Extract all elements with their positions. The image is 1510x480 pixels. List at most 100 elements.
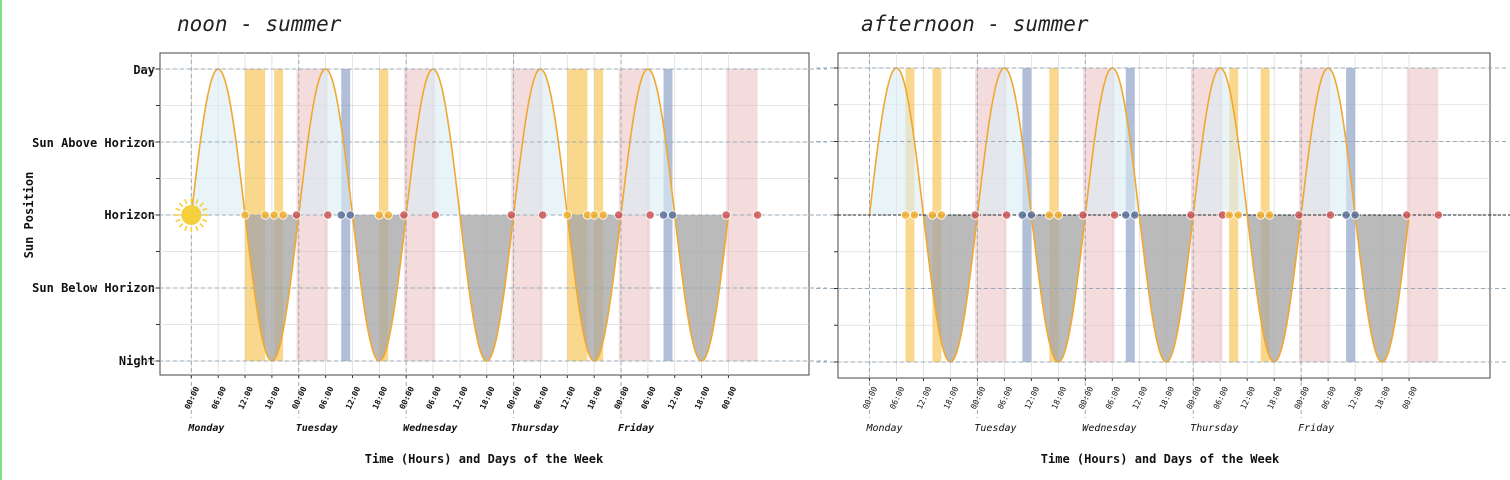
chart-2-x-tick-label: 12:00	[915, 385, 933, 411]
chart-2-event-marker-yellow	[909, 210, 920, 220]
chart-2-event-marker-yellow	[1044, 210, 1054, 220]
chart-1-title: noon - summer	[177, 12, 342, 36]
chart-1-x-tick-label: 12:00	[559, 385, 577, 411]
chart-2-x-tick-label: 00:00	[1077, 385, 1095, 411]
chart-1-event-marker-yellow	[598, 210, 608, 220]
chart-1-x-axis-label: Time (Hours) and Days of the Week	[365, 452, 604, 466]
chart-2-x-tick-label: 12:00	[1347, 385, 1365, 411]
chart-2-event-marker-yellow	[927, 210, 938, 220]
chart-1-event-marker-pink	[614, 210, 624, 220]
chart-2-event-marker-yellow	[1233, 210, 1243, 220]
chart-2-event-marker-blue	[1130, 210, 1140, 220]
chart-1-day-label: Monday	[187, 423, 225, 434]
chart-2-event-marker-pink	[1433, 210, 1443, 220]
chart-2-day-label: Monday	[865, 423, 902, 434]
chart-1-event-marker-yellow	[562, 210, 572, 220]
chart-1-x-tick-label: 18:00	[586, 385, 604, 411]
chart-2-x-axis-label: Time (Hours) and Days of the Week	[1041, 452, 1280, 466]
chart-2-x-tick-label: 18:00	[1266, 385, 1284, 411]
chart-1-x-tick-label: 00:00	[720, 385, 738, 411]
chart-1-y-tick-label: Sun Below Horizon	[32, 281, 155, 295]
chart-2-x-tick-label: 12:00	[1131, 385, 1149, 411]
chart-2-event-marker-pink	[1186, 210, 1196, 220]
chart-2-event-marker-pink	[1294, 210, 1304, 220]
chart-1-event-marker-pink	[323, 210, 333, 220]
chart-1-event-marker-pink	[430, 210, 440, 220]
chart-2-x-tick-label: 06:00	[996, 385, 1014, 411]
chart-2-x-tick-label: 00:00	[1293, 385, 1311, 411]
chart-1-y-tick-label: Horizon	[104, 208, 155, 222]
chart-1-day-label: Thursday	[511, 423, 560, 434]
chart-2-x-tick-label: 12:00	[1239, 385, 1257, 411]
chart-1-day-label: Wednesday	[403, 423, 458, 434]
chart-1-x-tick-label: 00:00	[290, 385, 308, 411]
chart-1-event-marker-blue	[667, 210, 678, 220]
sun-ray	[178, 202, 184, 208]
chart-1-x-tick-label: 00:00	[505, 385, 523, 411]
chart-1-x-tick-label: 12:00	[451, 385, 469, 411]
chart-1-event-marker-yellow	[383, 210, 393, 220]
chart-1-x-tick-label: 00:00	[398, 385, 416, 411]
chart-1-x-tick-label: 18:00	[263, 385, 281, 411]
chart-2-event-marker-yellow	[1224, 210, 1234, 220]
sun-ray	[184, 225, 188, 232]
chart-2-x-tick-label: 18:00	[1050, 385, 1068, 411]
chart-1-event-marker-yellow	[589, 210, 599, 220]
sun-ray	[199, 202, 204, 208]
chart-1-x-tick-label: 06:00	[532, 385, 550, 411]
chart-1-night-area	[191, 215, 729, 361]
chart-1-event-marker-pink	[291, 210, 302, 220]
chart-1-event-marker-blue	[658, 210, 669, 220]
chart-2-title: afternoon - summer	[861, 12, 1089, 36]
sun-ray	[184, 198, 188, 205]
sun-ray	[175, 207, 181, 212]
chart-1-x-tick-label: 18:00	[371, 385, 389, 411]
chart-2-event-marker-blue	[1350, 210, 1360, 220]
chart-2-event-marker-pink	[1325, 210, 1335, 220]
chart-1-x-tick-label: 12:00	[237, 385, 255, 411]
chart-1-event-marker-pink	[721, 210, 731, 220]
chart-1-y-tick-label: Night	[119, 354, 155, 368]
chart-2-event-marker-pink	[1078, 210, 1088, 220]
chart-2-x-tick-label: 18:00	[1374, 385, 1392, 411]
chart-2-x-tick-label: 06:00	[1104, 385, 1122, 411]
chart-2-x-tick-label: 00:00	[1185, 385, 1203, 411]
chart-2-event-marker-blue	[1017, 210, 1027, 220]
chart-2-day-label: Thursday	[1190, 423, 1238, 434]
chart-1-x-tick-label: 12:00	[666, 385, 684, 411]
chart-2-event-marker-pink	[1402, 210, 1412, 220]
chart-2-x-tick-label: 00:00	[861, 385, 879, 411]
chart-1-event-marker-pink	[752, 210, 763, 220]
chart-1-event-marker-blue	[336, 210, 346, 220]
chart-2-day-label: Tuesday	[974, 423, 1016, 434]
chart-1-y-tick-label: Day	[133, 63, 155, 77]
chart-2-event-marker-pink	[1109, 210, 1120, 220]
chart-2-daylight-area	[869, 68, 1410, 215]
chart-2-event-marker-yellow	[1256, 210, 1266, 220]
chart-2-x-tick-label: 06:00	[1320, 385, 1338, 411]
chart-2-x-tick-label: 18:00	[942, 385, 960, 411]
sun-ray	[175, 218, 181, 223]
chart-1-x-tick-label: 06:00	[210, 385, 228, 411]
chart-1-x-tick-label: 12:00	[344, 385, 362, 411]
chart-1-y-axis-label: Sun Position	[22, 172, 36, 259]
chart-1-day-label: Friday	[618, 422, 655, 434]
chart-2-x-tick-label: 12:00	[1023, 385, 1041, 411]
chart-2-x-tick-label: 18:00	[1158, 385, 1176, 411]
chart-1-x-tick-label: 18:00	[693, 385, 711, 411]
chart-2-event-marker-blue	[1121, 210, 1131, 220]
chart-2-event-marker-yellow	[936, 210, 947, 220]
sun-ray	[195, 225, 199, 232]
sun-disc	[181, 205, 202, 225]
sun-ray	[199, 222, 204, 228]
chart-1-event-marker-pink	[506, 210, 516, 220]
sun-ray	[202, 218, 208, 223]
chart-2-night-area	[869, 215, 1410, 362]
chart-1-event-marker-pink	[538, 210, 548, 220]
chart-2-event-marker-yellow	[1265, 210, 1275, 220]
chart-1-event-marker-pink	[399, 210, 409, 220]
chart-2-event-marker-blue	[1341, 210, 1351, 220]
chart-2-event-marker-yellow	[1053, 210, 1063, 220]
sun-ray	[178, 222, 184, 228]
